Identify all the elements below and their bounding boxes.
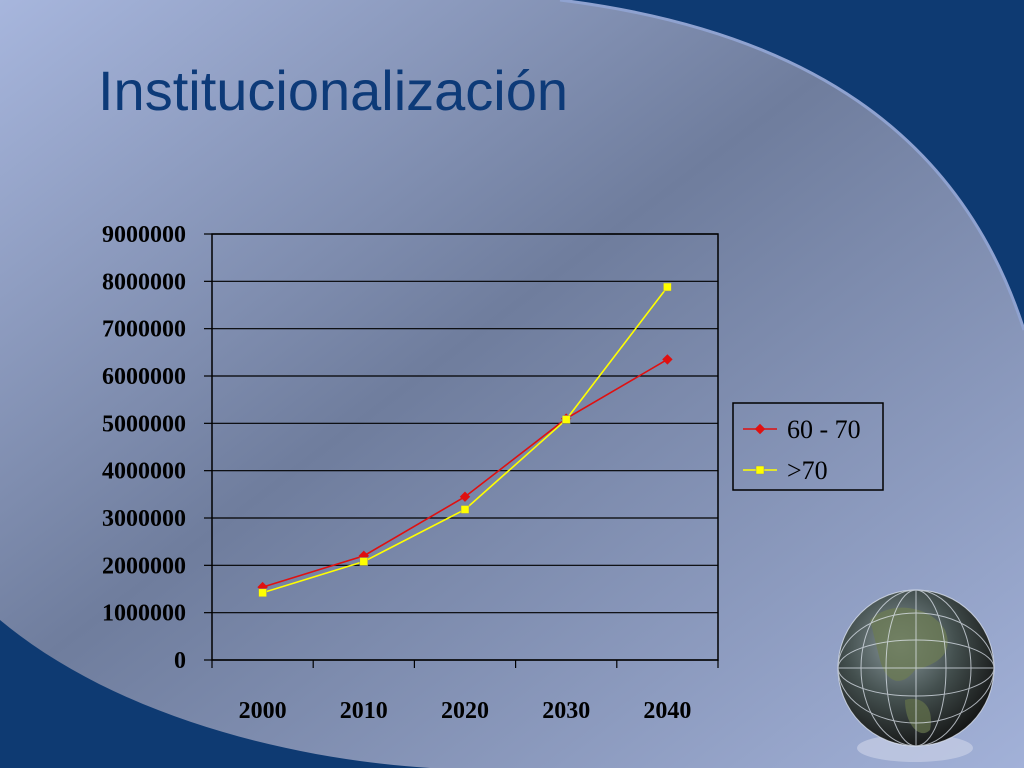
y-tick-label: 5000000	[102, 411, 186, 437]
x-tick-label: 2030	[542, 698, 590, 724]
y-tick-label: 4000000	[102, 459, 186, 485]
slide-title: Institucionalización	[98, 59, 569, 122]
y-tick-label: 8000000	[102, 269, 186, 295]
y-tick-label: 2000000	[102, 553, 186, 579]
y-tick-label: 0	[174, 648, 186, 674]
x-tick-label: 2010	[340, 698, 388, 724]
y-tick-label: 7000000	[102, 317, 186, 343]
data-point	[359, 557, 369, 566]
y-tick-label: 3000000	[102, 506, 186, 532]
data-point	[663, 282, 672, 292]
data-point	[258, 588, 267, 598]
legend-marker	[754, 423, 766, 435]
globe-icon	[837, 589, 995, 747]
data-point	[662, 354, 673, 365]
x-tick-label: 2000	[239, 698, 287, 724]
y-tick-label: 1000000	[102, 601, 186, 627]
y-tick-label: 9000000	[102, 222, 186, 248]
legend-label: >70	[787, 456, 828, 485]
series-line-0	[262, 358, 668, 588]
data-point	[460, 505, 470, 514]
x-tick-label: 2040	[643, 698, 691, 724]
legend-box	[732, 402, 884, 491]
series-line-1	[262, 286, 669, 594]
x-tick-label: 2020	[441, 698, 489, 724]
data-point	[561, 415, 571, 424]
legend-label: 60 - 70	[787, 415, 861, 444]
top-right-band	[560, 0, 1024, 330]
y-tick-label: 6000000	[102, 364, 186, 390]
legend-marker	[755, 465, 765, 475]
data-point	[459, 491, 471, 502]
plot-area	[211, 233, 719, 661]
bottom-left-band	[0, 620, 430, 768]
